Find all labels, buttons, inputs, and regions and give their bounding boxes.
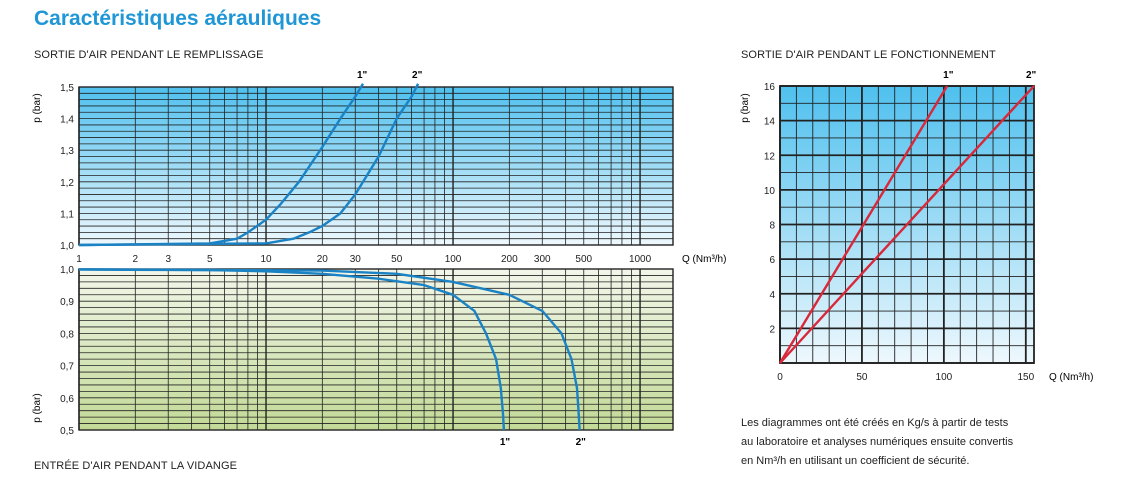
operation-series-label-1in: 1"	[943, 70, 954, 81]
drain-frame	[78, 268, 674, 431]
shared-x-tick-label: 10	[260, 254, 272, 265]
drain-chart: 1,0 0,9 0,8 0,7 0,6 0,5 p (bar) 1" 2"	[32, 265, 674, 448]
fill-chart-grid	[78, 86, 674, 246]
operation-chart-caption: SORTIE D'AIR PENDANT LE FONCTIONNEMENT	[741, 49, 996, 61]
fill-chart-caption: SORTIE D'AIR PENDANT LE REMPLISSAGE	[34, 49, 264, 61]
shared-x-tick-label: 2	[133, 254, 139, 265]
fill-chart-y-label: p (bar)	[32, 93, 43, 122]
shared-x-ticks: 1 2 3 5 10 20 30 50 100 200 300 500 1000	[76, 254, 651, 265]
operation-y-tick-label: 16	[764, 82, 776, 93]
operation-x-tick-label: 50	[856, 372, 868, 383]
fill-chart-curves	[78, 83, 420, 247]
fill-frame	[78, 86, 674, 246]
operation-series-1in-line	[778, 85, 949, 364]
shared-x-tick-label: 20	[317, 254, 329, 265]
footnote-line-3: en Nm³/h en utilisant un coefficient de …	[741, 455, 970, 467]
operation-chart-y-label: p (bar)	[740, 93, 751, 122]
drain-y-tick-label: 0,7	[60, 362, 74, 373]
fill-series-label-2in: 2"	[412, 70, 423, 81]
operation-x-tick-label: 150	[1017, 372, 1034, 383]
drain-y-tick-label: 1,0	[60, 265, 74, 276]
operation-frame	[779, 85, 1035, 364]
shared-x-tick-label: 3	[165, 254, 171, 265]
drain-series-label-1in: 1"	[500, 437, 511, 448]
drain-y-tick-label: 0,8	[60, 329, 74, 340]
shared-x-tick-label: 200	[501, 254, 518, 265]
operation-y-tick-label: 10	[764, 186, 776, 197]
drain-chart-plot-area	[79, 269, 673, 430]
fill-y-tick-label: 1,3	[60, 146, 74, 157]
shared-x-tick-label: 50	[391, 254, 403, 265]
operation-x-tick-label: 100	[936, 372, 953, 383]
footnote-line-2: au laboratoire et analyses numériques en…	[741, 436, 1014, 448]
shared-x-tick-label: 100	[445, 254, 462, 265]
shared-x-tick-label: 500	[575, 254, 592, 265]
operation-y-tick-label: 6	[769, 255, 775, 266]
fill-y-tick-label: 1,5	[60, 83, 74, 94]
operation-chart-x-ticks: 0 50 100 150	[777, 372, 1034, 383]
drain-chart-curves	[78, 268, 581, 431]
shared-x-tick-label: 1	[76, 254, 82, 265]
drain-y-tick-label: 0,6	[60, 394, 74, 405]
operation-chart: 16 14 12 10 8 6 4 2 0 50 100 150 p (bar) Q (Nm³/h)…	[740, 70, 1093, 383]
shared-x-label: Q (Nm³/h)	[682, 254, 726, 265]
operation-y-tick-label: 4	[769, 290, 775, 301]
shared-x-axis: 1 2 3 5 10 20 30 50 100 200 300 500 1000 Q (Nm³/h)	[76, 254, 726, 265]
shared-x-tick-label: 5	[207, 254, 213, 265]
operation-x-tick-label: 0	[777, 372, 783, 383]
drain-chart-y-label: p (bar)	[32, 393, 43, 422]
drain-chart-y-ticks: 1,0 0,9 0,8 0,7 0,6 0,5	[60, 265, 74, 437]
fill-y-tick-label: 1,0	[60, 241, 74, 252]
fill-series-1in-line	[78, 83, 365, 247]
operation-y-tick-label: 8	[769, 221, 775, 232]
operation-y-tick-label: 14	[764, 117, 776, 128]
shared-x-tick-label: 30	[350, 254, 362, 265]
fill-chart-y-ticks: 1,5 1,4 1,3 1,2 1,1 1,0	[60, 83, 74, 252]
operation-series-label-2in: 2"	[1026, 70, 1037, 81]
footnote: Les diagrammes ont été créés en Kg/s à p…	[741, 414, 1121, 471]
fill-series-2in-line	[78, 83, 420, 247]
drain-y-tick-label: 0,5	[60, 426, 74, 437]
operation-y-tick-label: 12	[764, 151, 776, 162]
drain-series-2in-line	[78, 268, 581, 431]
fill-chart-plot-area	[79, 87, 673, 245]
operation-chart-y-ticks: 16 14 12 10 8 6 4 2	[764, 82, 776, 335]
fill-y-tick-label: 1,2	[60, 178, 74, 189]
fill-series-label-1in: 1"	[357, 70, 368, 81]
operation-series-2in-line	[779, 85, 1035, 364]
shared-x-tick-label: 300	[534, 254, 551, 265]
operation-y-tick-label: 2	[769, 324, 775, 335]
operation-chart-curves	[778, 85, 1035, 364]
fill-y-tick-label: 1,1	[60, 209, 74, 220]
drain-chart-caption: ENTRÉE D'AIR PENDANT LA VIDANGE	[34, 460, 238, 472]
page-title: Caractéristiques aérauliques	[34, 7, 322, 30]
drain-y-tick-label: 0,9	[60, 297, 74, 308]
fill-chart: 1,5 1,4 1,3 1,2 1,1 1,0 p (bar) 1" 2"	[32, 70, 674, 252]
operation-chart-x-label: Q (Nm³/h)	[1049, 372, 1093, 383]
fill-y-tick-label: 1,4	[60, 115, 74, 126]
drain-series-label-2in: 2"	[576, 437, 587, 448]
shared-x-tick-label: 1000	[629, 254, 652, 265]
footnote-line-1: Les diagrammes ont été créés en Kg/s à p…	[741, 417, 1009, 429]
